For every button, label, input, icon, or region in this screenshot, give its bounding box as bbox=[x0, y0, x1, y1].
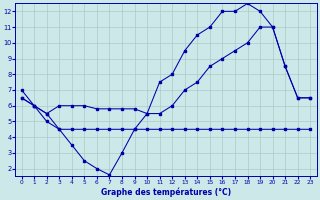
X-axis label: Graphe des températures (°C): Graphe des températures (°C) bbox=[101, 187, 231, 197]
